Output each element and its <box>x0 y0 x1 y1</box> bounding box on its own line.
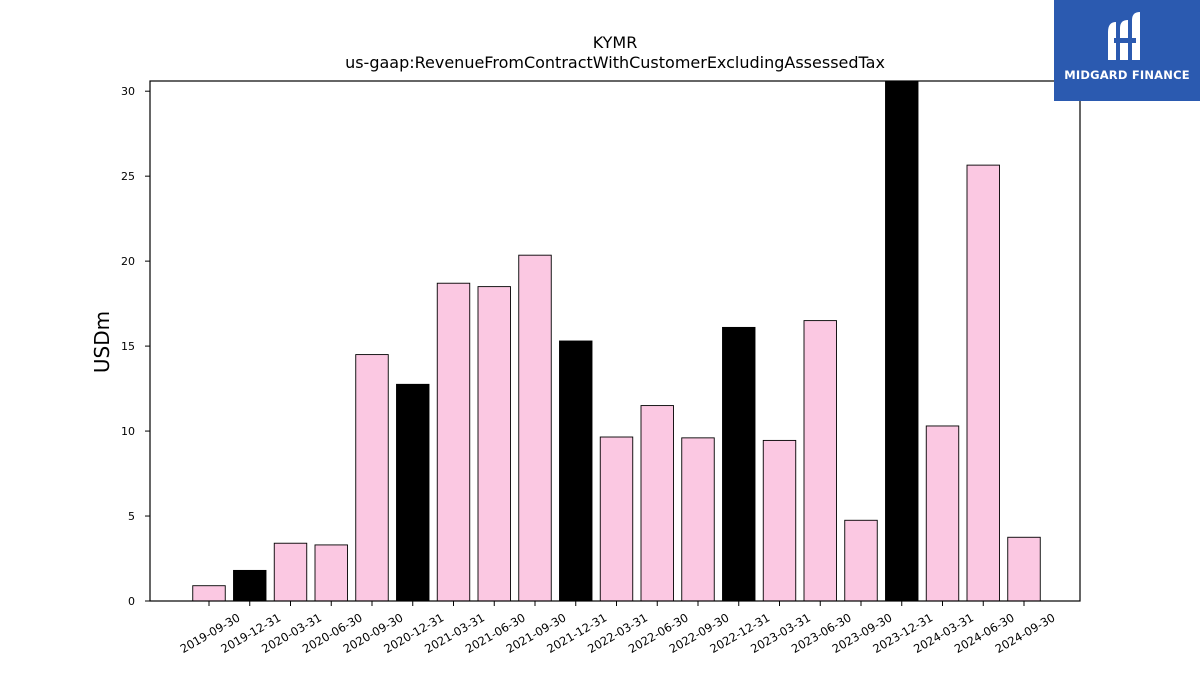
bar-2019-09-30 <box>192 585 226 602</box>
bar-2019-12-31 <box>233 569 267 602</box>
x-ticks-group: 2019-09-302019-12-312020-03-312020-06-30… <box>178 601 1058 656</box>
bar-2022-03-31 <box>599 436 634 602</box>
bar-2022-09-30 <box>681 437 715 602</box>
bar-2020-03-31 <box>273 542 308 602</box>
bar-2021-06-30 <box>477 286 511 602</box>
bar-2023-09-30 <box>844 519 878 602</box>
bar-2022-06-30 <box>640 405 674 602</box>
bar-2021-12-31 <box>559 340 593 602</box>
y-tick-label: 15 <box>121 340 135 353</box>
y-tick-label: 5 <box>128 510 135 523</box>
y-tick-label: 0 <box>128 595 135 608</box>
bar-2020-12-31 <box>396 383 430 602</box>
bar-2022-12-31 <box>722 326 756 602</box>
bar-2023-12-31 <box>885 80 919 602</box>
y-ticks-group: 0 5 10 15 20 25 30 <box>121 85 150 608</box>
logo-text: MIDGARD FINANCE <box>1064 68 1190 82</box>
bar-2021-09-30 <box>518 254 552 602</box>
bar-2021-03-31 <box>436 282 471 602</box>
bars-group <box>192 80 1041 602</box>
y-axis-label: USDm <box>90 311 114 373</box>
bar-2024-03-31 <box>925 425 960 602</box>
bar-2020-09-30 <box>355 354 389 602</box>
plot-frame <box>149 80 1081 602</box>
bar-2020-06-30 <box>314 544 348 602</box>
y-tick-label: 10 <box>121 425 135 438</box>
chart-title: KYMR <box>593 33 638 52</box>
bar-2023-03-31 <box>762 439 797 602</box>
midgard-logo-icon <box>1108 12 1140 60</box>
bar-2023-06-30 <box>803 320 837 602</box>
y-tick-label: 30 <box>121 85 135 98</box>
bar-2024-09-30 <box>1007 536 1041 602</box>
y-tick-label: 25 <box>121 170 135 183</box>
midgard-finance-logo: MIDGARD FINANCE <box>1054 0 1200 101</box>
bar-2024-06-30 <box>966 164 1000 602</box>
y-tick-label: 20 <box>121 255 135 268</box>
chart-subtitle: us-gaap:RevenueFromContractWithCustomerE… <box>345 53 885 72</box>
